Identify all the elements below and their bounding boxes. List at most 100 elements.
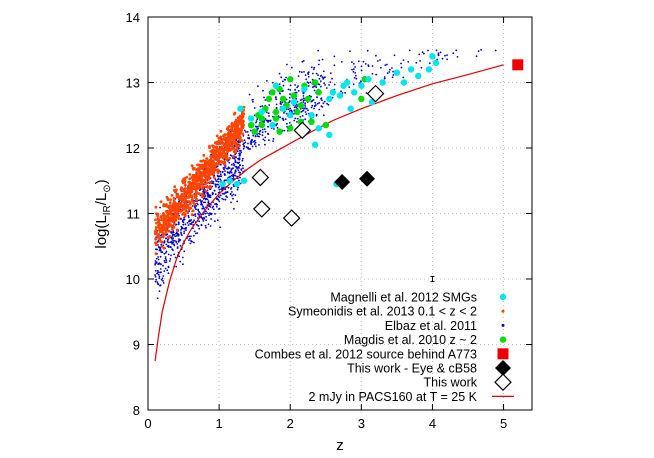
series-3-point bbox=[265, 95, 273, 103]
symeonidis-point bbox=[171, 220, 175, 224]
symeonidis-point bbox=[165, 221, 168, 225]
symeonidis-point bbox=[230, 143, 234, 147]
symeonidis-point bbox=[182, 205, 186, 209]
symeonidis-point bbox=[190, 213, 194, 217]
elbaz-point bbox=[380, 66, 382, 69]
symeonidis-point bbox=[213, 164, 217, 168]
series-0-point bbox=[272, 82, 280, 89]
symeonidis-point bbox=[198, 171, 202, 175]
elbaz-point bbox=[280, 76, 283, 79]
series-3-point bbox=[290, 92, 297, 99]
x-axis-label: z bbox=[336, 437, 344, 454]
elbaz-point bbox=[444, 54, 446, 57]
elbaz-point bbox=[175, 231, 178, 234]
elbaz-point bbox=[160, 251, 163, 254]
elbaz-point bbox=[221, 197, 224, 200]
elbaz-point bbox=[248, 137, 251, 140]
series-0-point bbox=[358, 82, 365, 89]
elbaz-point bbox=[157, 269, 159, 272]
elbaz-point bbox=[316, 102, 319, 105]
elbaz-point bbox=[264, 130, 267, 133]
symeonidis-point bbox=[228, 134, 232, 138]
elbaz-point bbox=[304, 111, 307, 113]
symeonidis-point bbox=[157, 225, 161, 229]
elbaz-point bbox=[313, 107, 315, 110]
symeonidis-point bbox=[160, 240, 164, 244]
symeonidis-point bbox=[242, 112, 246, 116]
elbaz-point bbox=[187, 214, 190, 217]
symeonidis-point bbox=[222, 142, 226, 146]
elbaz-point bbox=[320, 105, 323, 108]
series-0-point bbox=[233, 180, 241, 188]
symeonidis-point bbox=[185, 176, 189, 179]
elbaz-point bbox=[164, 261, 167, 264]
symeonidis-point bbox=[223, 160, 227, 164]
symeonidis-point bbox=[193, 187, 196, 191]
elbaz-point bbox=[402, 59, 405, 61]
symeonidis-point bbox=[235, 126, 238, 129]
elbaz-point bbox=[160, 243, 163, 246]
elbaz-point bbox=[317, 74, 319, 76]
elbaz-point bbox=[267, 132, 269, 135]
elbaz-point bbox=[276, 123, 278, 125]
elbaz-point bbox=[157, 262, 160, 265]
elbaz-point bbox=[188, 235, 191, 238]
elbaz-point bbox=[289, 89, 292, 91]
legend-marker bbox=[497, 348, 509, 360]
symeonidis-point bbox=[195, 174, 199, 177]
elbaz-point bbox=[340, 90, 342, 93]
elbaz-point bbox=[242, 143, 245, 146]
series-3-point bbox=[272, 115, 280, 122]
symeonidis-point bbox=[172, 197, 176, 200]
symeonidis-point bbox=[165, 203, 168, 206]
elbaz-point bbox=[322, 114, 325, 117]
elbaz-point bbox=[197, 208, 200, 211]
elbaz-point bbox=[289, 84, 292, 87]
elbaz-point bbox=[233, 172, 236, 175]
elbaz-point bbox=[156, 281, 159, 283]
symeonidis-point bbox=[224, 154, 228, 158]
symeonidis-point bbox=[210, 170, 214, 174]
symeonidis-point bbox=[179, 202, 183, 205]
elbaz-point bbox=[223, 173, 226, 176]
elbaz-point bbox=[247, 134, 250, 137]
elbaz-point bbox=[318, 108, 321, 111]
elbaz-point bbox=[253, 107, 256, 109]
elbaz-point bbox=[165, 243, 168, 246]
series-0-point bbox=[429, 53, 436, 60]
elbaz-point bbox=[299, 116, 302, 118]
symeonidis-point bbox=[180, 208, 184, 212]
symeonidis-point bbox=[220, 146, 224, 150]
elbaz-point bbox=[428, 62, 431, 65]
symeonidis-point bbox=[190, 187, 194, 191]
elbaz-point bbox=[206, 204, 209, 207]
symeonidis-point bbox=[167, 229, 171, 233]
elbaz-point bbox=[242, 164, 244, 167]
symeonidis-point bbox=[197, 177, 201, 181]
series-3-point bbox=[308, 118, 315, 126]
symeonidis-point bbox=[210, 155, 214, 159]
pacs160-curve bbox=[154, 64, 504, 361]
elbaz-point bbox=[254, 135, 257, 138]
elbaz-point bbox=[294, 105, 297, 107]
elbaz-point bbox=[172, 239, 175, 242]
symeonidis-point bbox=[194, 176, 198, 180]
elbaz-point bbox=[154, 263, 157, 266]
elbaz-point bbox=[173, 244, 176, 247]
elbaz-point bbox=[400, 62, 402, 65]
elbaz-point bbox=[185, 227, 188, 229]
elbaz-point bbox=[169, 260, 171, 262]
elbaz-point bbox=[172, 237, 175, 240]
symeonidis-point bbox=[169, 198, 172, 202]
symeonidis-point bbox=[199, 159, 203, 163]
symeonidis-point bbox=[172, 189, 176, 192]
symeonidis-point bbox=[154, 237, 158, 241]
elbaz-point bbox=[190, 240, 193, 243]
legend-label: Combes et al. 2012 source behind A773 bbox=[255, 347, 477, 361]
symeonidis-point bbox=[179, 189, 183, 192]
elbaz-point bbox=[239, 182, 242, 185]
elbaz-point bbox=[355, 74, 357, 77]
elbaz-point bbox=[408, 49, 411, 52]
elbaz-point bbox=[360, 65, 363, 68]
